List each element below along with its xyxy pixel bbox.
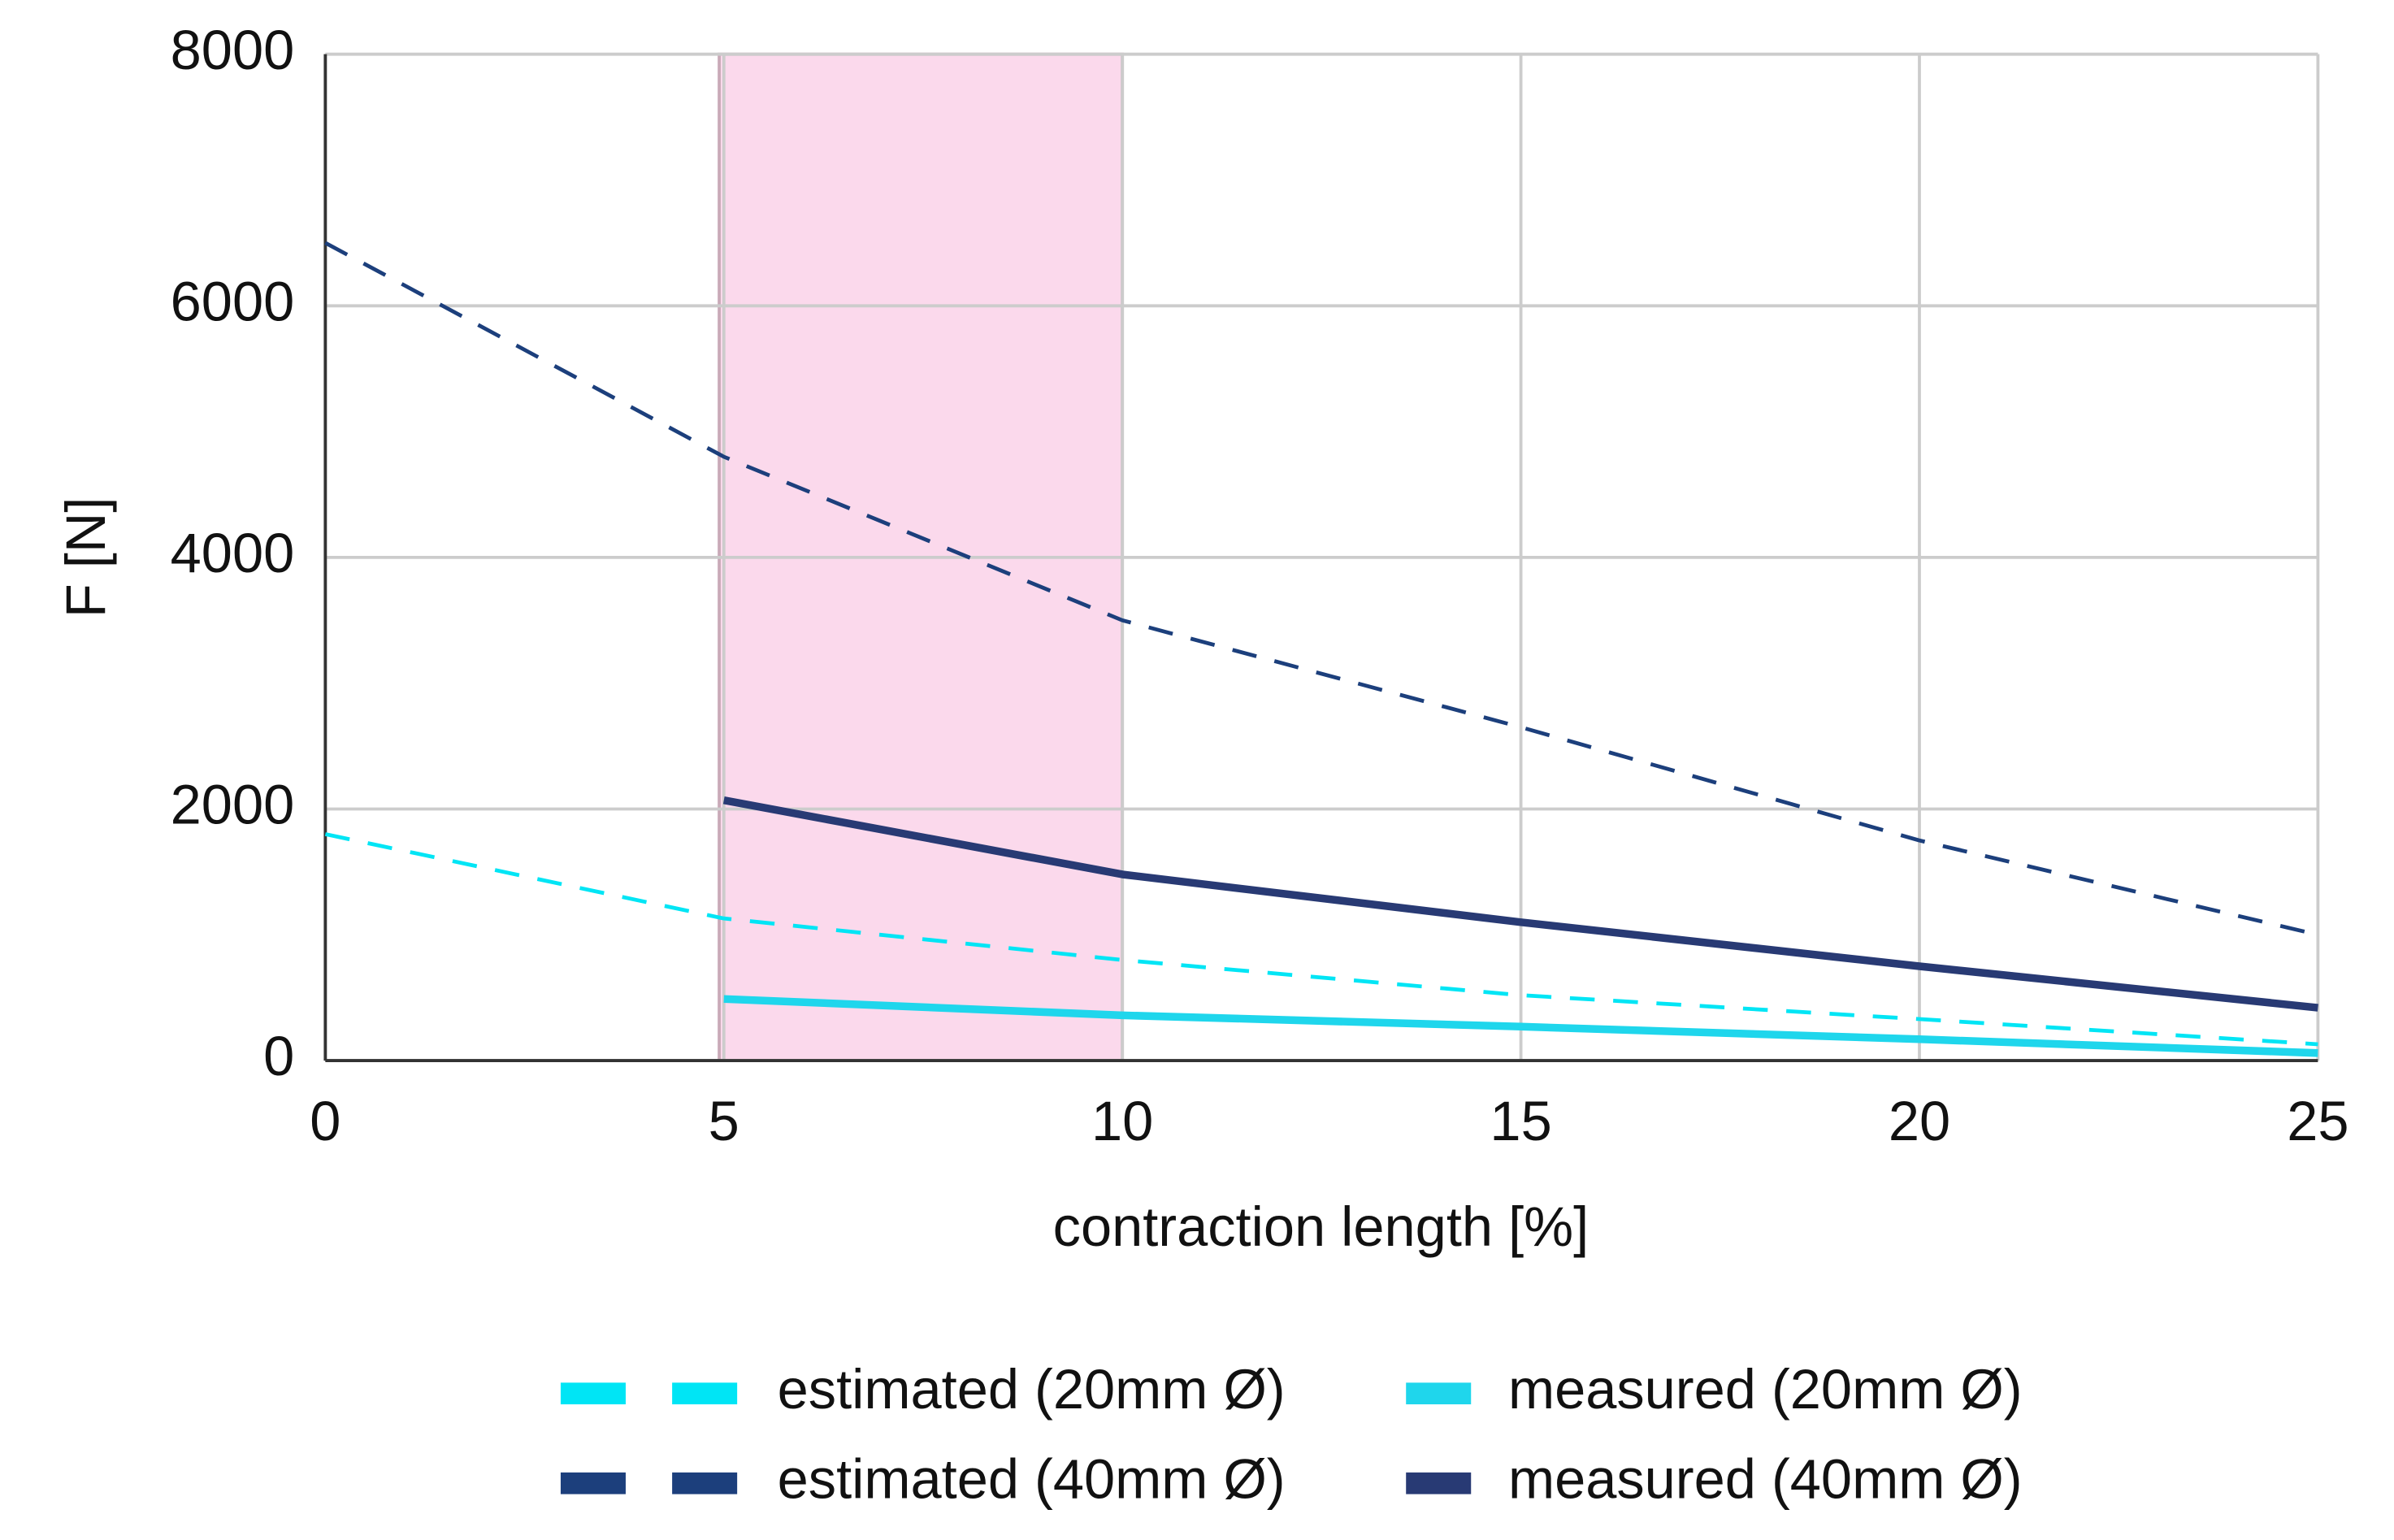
legend-label: measured (40mm Ø) (1508, 1447, 2023, 1510)
y-tick-label: 8000 (171, 19, 295, 81)
x-axis-label: contraction length [%] (1053, 1195, 1589, 1258)
legend-swatch (560, 1382, 626, 1405)
data-line (723, 995, 2318, 1057)
legend-swatch (672, 1382, 738, 1405)
x-tick-label: 0 (310, 1090, 340, 1152)
legend-label: estimated (20mm Ø) (778, 1358, 1286, 1421)
legend-swatch (560, 1472, 626, 1494)
y-tick-label: 2000 (171, 774, 295, 836)
data-line (324, 241, 2318, 937)
y-tick-label: 6000 (171, 270, 295, 332)
y-axis-label: F [N] (54, 497, 117, 618)
x-tick-label: 25 (2287, 1090, 2348, 1152)
legend-swatch (1406, 1382, 1472, 1405)
legend-label: estimated (40mm Ø) (778, 1447, 1286, 1510)
x-tick-label: 5 (709, 1090, 739, 1152)
y-tick-label: 4000 (171, 522, 295, 584)
x-tick-label: 10 (1091, 1090, 1153, 1152)
y-tick-label: 0 (263, 1025, 294, 1087)
legend-swatch (672, 1472, 738, 1494)
legend-swatch (1406, 1472, 1472, 1494)
data-line (324, 832, 2318, 1047)
data-line (722, 796, 2318, 1012)
x-tick-label: 20 (1889, 1090, 1950, 1152)
x-tick-label: 15 (1490, 1090, 1551, 1152)
legend-label: measured (20mm Ø) (1508, 1358, 2023, 1421)
